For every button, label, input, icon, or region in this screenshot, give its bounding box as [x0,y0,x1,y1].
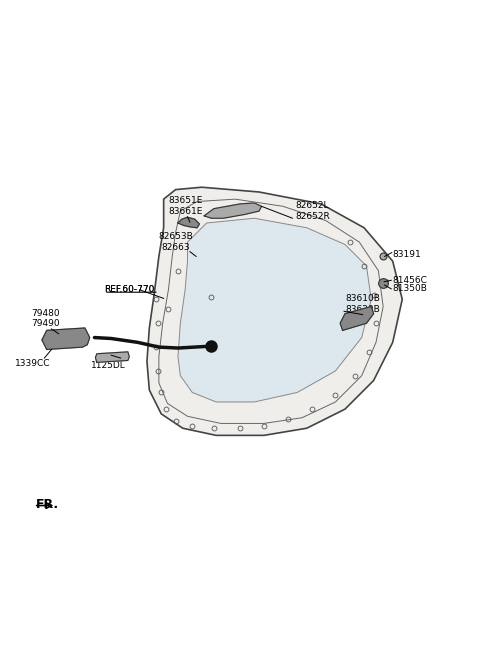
Text: REF.60-770: REF.60-770 [104,285,155,295]
Polygon shape [42,328,90,350]
Text: 82653B
82663: 82653B 82663 [158,232,193,252]
Text: 1125DL: 1125DL [91,361,126,371]
Polygon shape [340,306,373,331]
Polygon shape [204,203,262,218]
Text: FR.: FR. [36,498,59,511]
Text: 1339CC: 1339CC [15,359,50,368]
Text: 81350B: 81350B [393,284,428,293]
Text: 81456C: 81456C [393,276,428,285]
Polygon shape [178,218,371,402]
Polygon shape [96,352,129,362]
Text: 82652L
82652R: 82652L 82652R [295,201,330,220]
Text: 83191: 83191 [393,249,421,258]
Polygon shape [178,217,199,228]
Text: 83610B
83620B: 83610B 83620B [345,295,380,314]
Text: 83651E
83661E: 83651E 83661E [168,196,202,216]
Text: 79480
79490: 79480 79490 [31,308,60,328]
Text: REF.60-770: REF.60-770 [104,285,155,295]
Polygon shape [147,187,402,436]
